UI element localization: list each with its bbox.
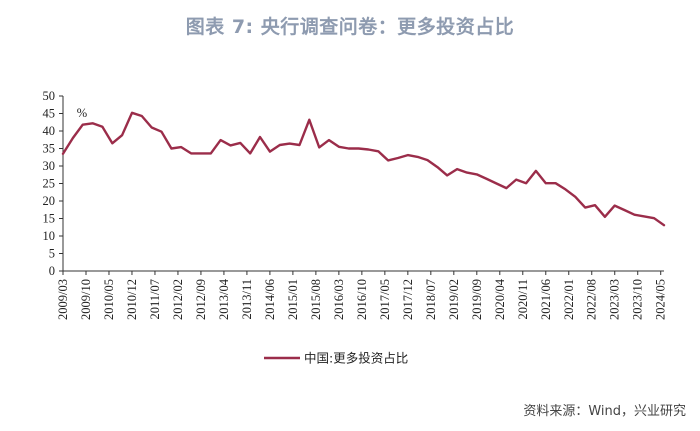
x-tick-label: 2019/09 bbox=[470, 279, 484, 320]
x-tick-label: 2022/08 bbox=[585, 279, 599, 320]
x-tick-label: 2015/01 bbox=[286, 279, 300, 320]
x-tick-label: 2016/03 bbox=[332, 279, 346, 320]
plot-area bbox=[61, 111, 666, 227]
chart-title: 图表 7: 央行调查问卷：更多投资占比 bbox=[185, 16, 515, 38]
y-tick-label: 45 bbox=[43, 107, 56, 121]
x-tick-label: 2022/01 bbox=[562, 279, 576, 320]
x-tick-label: 2019/02 bbox=[447, 279, 461, 320]
x-tick-label: 2013/11 bbox=[240, 279, 254, 320]
x-tick-label: 2024/05 bbox=[654, 279, 668, 320]
y-tick-label: 5 bbox=[49, 247, 55, 261]
x-tick-label: 2014/06 bbox=[263, 279, 277, 320]
y-tick-label: 15 bbox=[43, 212, 56, 226]
y-tick-label: 10 bbox=[43, 229, 56, 243]
x-tick-label: 2016/10 bbox=[355, 279, 369, 320]
x-tick-label: 2010/05 bbox=[102, 279, 116, 320]
source-note: 资料来源：Wind，兴业研究 bbox=[523, 404, 686, 419]
x-tick-label: 2020/11 bbox=[516, 279, 530, 320]
y-tick-label: 40 bbox=[43, 124, 56, 138]
y-tick-label: 25 bbox=[43, 177, 56, 191]
x-tick-label: 2015/08 bbox=[309, 279, 323, 320]
x-tick-label: 2012/09 bbox=[194, 279, 208, 320]
x-tick-label: 2011/07 bbox=[148, 279, 162, 320]
x-tick-label: 2017/12 bbox=[401, 279, 415, 320]
x-tick-label: 2023/10 bbox=[631, 279, 645, 320]
x-tick-label: 2009/03 bbox=[56, 279, 70, 320]
legend-label: 中国:更多投资占比 bbox=[304, 351, 408, 366]
series-line bbox=[61, 111, 666, 227]
y-tick-label: 20 bbox=[43, 194, 56, 208]
axes: 0 5 10 15 20 25 30 35 40 45 50% 2009/03 2009/10 2010/… bbox=[43, 89, 668, 320]
x-tick-label: 2020/04 bbox=[493, 278, 507, 320]
x-tick-label: 2018/07 bbox=[424, 279, 438, 320]
x-tick-label: 2009/10 bbox=[79, 279, 93, 320]
x-tick-label: 2017/05 bbox=[378, 279, 392, 320]
unit-label: % bbox=[77, 106, 87, 120]
x-tick-label: 2021/06 bbox=[539, 279, 553, 320]
x-tick-label: 2012/02 bbox=[171, 279, 185, 320]
x-tick-label: 2010/12 bbox=[125, 279, 139, 320]
y-tick-label: 30 bbox=[43, 159, 56, 173]
y-tick-label: 0 bbox=[49, 264, 55, 278]
x-tick-label: 2023/03 bbox=[608, 279, 622, 320]
x-tick-label: 2013/04 bbox=[217, 278, 231, 320]
y-tick-label: 50 bbox=[43, 89, 56, 103]
y-tick-label: 35 bbox=[43, 142, 56, 156]
legend: 中国:更多投资占比 bbox=[264, 351, 408, 366]
